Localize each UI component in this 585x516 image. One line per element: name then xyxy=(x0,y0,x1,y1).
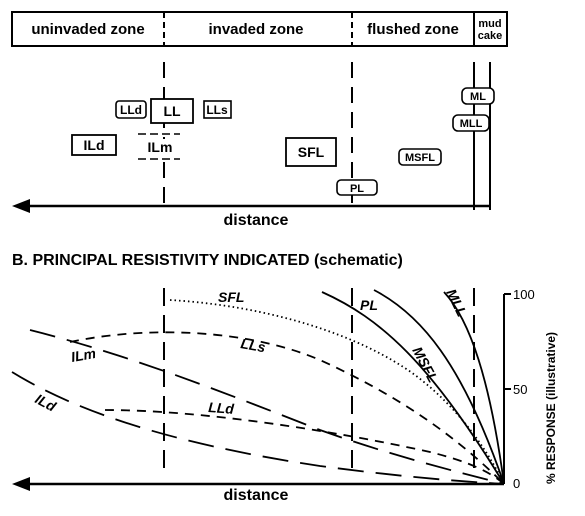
curve-label-SFL: SFL xyxy=(218,289,244,305)
tool-ML-box xyxy=(461,87,495,105)
tool-ILm: ILm xyxy=(138,133,180,160)
tool-ILm-bg xyxy=(144,139,180,155)
tool-PL-label: PL xyxy=(350,183,364,195)
tool-SFL-box xyxy=(285,137,337,167)
tool-PL-box xyxy=(336,179,378,196)
tool-LLs: LLs xyxy=(203,100,232,119)
curve-label-MLL: MLL xyxy=(443,286,470,319)
curve-label-ILm: ILm xyxy=(70,345,97,365)
tool-SFL-label: SFL xyxy=(298,144,325,160)
tool-MSFL: MSFL xyxy=(398,148,442,166)
curve-PL xyxy=(321,291,505,485)
top-panel: uninvaded zone invaded zone flushed zone… xyxy=(11,11,508,229)
tool-PL: PL xyxy=(336,179,378,196)
tool-ML: ML xyxy=(461,87,495,105)
zone-mudcake-label-1: mud xyxy=(478,18,501,30)
tool-LL-box xyxy=(150,98,194,124)
tool-ILd-label: ILd xyxy=(84,137,105,153)
top-distance-arrowhead xyxy=(12,199,30,213)
tool-SFL: SFL xyxy=(285,137,337,167)
tool-LLs-label: LLs xyxy=(206,103,228,117)
curve-MLL xyxy=(443,291,505,485)
curve-label-PL: PL xyxy=(360,297,378,313)
tool-ILm-label: ILm xyxy=(148,139,173,155)
y-tick-label-50: 50 xyxy=(513,382,527,397)
curve-ILd xyxy=(11,371,505,485)
zone-uninvaded-label: uninvaded zone xyxy=(31,21,144,38)
tool-LLd-label: LLd xyxy=(120,103,142,117)
tool-LL-label: LL xyxy=(163,103,181,119)
tool-LLd: LLd xyxy=(115,100,147,119)
bottom-distance-arrowhead xyxy=(12,477,30,491)
section-b-title: B. PRINCIPAL RESISTIVITY INDICATED (sche… xyxy=(12,252,403,269)
tool-LLd-box xyxy=(115,100,147,119)
zone-header-box xyxy=(11,11,508,47)
curve-LLd xyxy=(104,409,505,485)
curve-ILm xyxy=(29,329,505,485)
tool-ML-label: ML xyxy=(470,91,486,103)
zone-flushed-label: flushed zone xyxy=(367,21,459,38)
zone-invaded-label: invaded zone xyxy=(208,21,303,38)
curve-label-MSFL: MSFL xyxy=(409,344,441,385)
bottom-distance-label: distance xyxy=(224,487,289,504)
tool-MLL-box xyxy=(452,114,490,132)
tool-MLL: MLL xyxy=(452,114,490,132)
zone-mudcake-label-2: cake xyxy=(478,30,502,42)
tool-MSFL-box xyxy=(398,148,442,166)
curve-label-LLd: LLd xyxy=(208,399,235,417)
y-tick-label-0: 0 xyxy=(513,476,520,491)
curve-MSFL xyxy=(373,289,505,485)
curve-SFL xyxy=(169,299,505,485)
curve-LLs xyxy=(69,331,505,485)
tool-LLs-box xyxy=(203,100,232,119)
tool-ILd: ILd xyxy=(71,134,117,156)
curve-label-LLs: LLs xyxy=(239,335,267,355)
tool-MLL-label: MLL xyxy=(460,118,483,130)
y-tick-label-100: 100 xyxy=(513,287,535,302)
top-distance-label: distance xyxy=(224,212,289,229)
tool-LL: LL xyxy=(150,98,194,124)
tool-ILd-box xyxy=(71,134,117,156)
tool-MSFL-label: MSFL xyxy=(405,152,435,164)
bottom-panel: 100 50 0 % RESPONSE (illustrative) dista… xyxy=(11,286,558,504)
y-axis-title: % RESPONSE (illustrative) xyxy=(544,332,558,484)
